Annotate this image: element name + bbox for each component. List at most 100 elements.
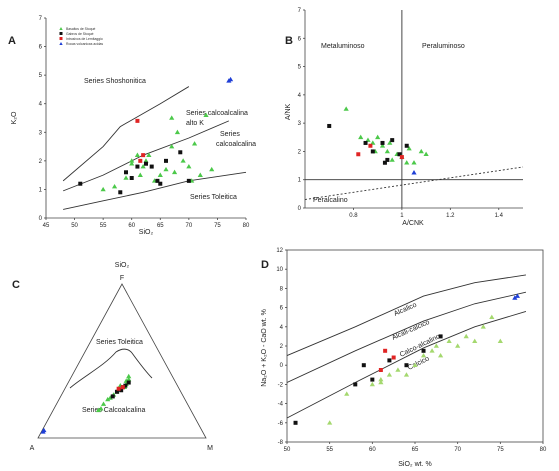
data-point — [135, 164, 140, 169]
x-tick-label: 80 — [243, 223, 250, 229]
data-point — [353, 382, 358, 387]
data-point — [203, 112, 209, 117]
region-label-calcoalcalina-1: Series — [220, 131, 240, 138]
ternary-triangle — [37, 283, 207, 439]
data-point — [227, 76, 234, 82]
data-point — [380, 140, 385, 145]
data-point — [141, 153, 146, 158]
chart-b-axes — [304, 10, 523, 209]
region-label-toleitica-c: Series Toleitica — [96, 339, 143, 346]
x-axis-label-b: A/CNK — [402, 220, 424, 227]
data-point — [118, 190, 123, 195]
data-point — [129, 161, 135, 166]
x-tick-label: 65 — [157, 223, 164, 229]
data-point — [129, 158, 135, 163]
data-point — [100, 401, 107, 406]
boundary-curve — [286, 291, 527, 383]
data-point — [420, 353, 427, 358]
y-tick-label: 0 — [298, 206, 302, 212]
data-point — [105, 396, 111, 402]
y-tick-label: 6 — [298, 36, 302, 42]
data-point — [404, 363, 409, 368]
y-tick-label: 4 — [298, 93, 302, 99]
data-point — [480, 324, 486, 329]
y-tick-label: 7 — [298, 8, 302, 14]
y-axis-label-a: K₂O — [11, 111, 18, 124]
x-tick-label: 65 — [412, 447, 419, 453]
x-axis-label-d: SiO₂ wt. % — [398, 461, 431, 468]
data-point — [378, 368, 383, 372]
data-point — [379, 143, 386, 148]
y-tick-label: 10 — [276, 267, 283, 273]
data-point — [385, 157, 390, 162]
data-point — [78, 181, 83, 186]
data-point — [126, 373, 132, 379]
vertex-label-f: F — [120, 275, 124, 282]
chart-panel-c: C SiO₂ F A M Series Toleitica Series Cal… — [12, 262, 213, 452]
y-tick-label: 6 — [280, 306, 284, 312]
region-label-calcico: Calcico — [407, 355, 431, 371]
x-tick-label: 45 — [43, 223, 50, 229]
data-point — [429, 348, 435, 353]
data-point — [390, 138, 395, 143]
data-point — [197, 172, 203, 177]
data-point — [144, 161, 148, 166]
data-point — [343, 106, 349, 111]
data-point — [389, 157, 395, 162]
boundary-line — [63, 171, 247, 210]
data-point — [110, 394, 115, 399]
x-tick-label: 70 — [454, 447, 461, 453]
chart-panel-d: D 50 55 60 65 70 75 80 -8 -6 -4 -2 0 2 4 6 8 10 12 Alcali… — [261, 248, 547, 468]
data-point — [209, 166, 215, 172]
chart-d-boundaries — [286, 274, 527, 419]
x-tick-label: 1.2 — [446, 213, 455, 219]
data-point — [397, 152, 402, 157]
data-point — [149, 164, 154, 169]
data-point — [387, 358, 392, 363]
data-point — [423, 151, 429, 157]
data-point — [116, 386, 121, 391]
data-point — [146, 152, 152, 157]
data-point — [157, 172, 163, 177]
data-point — [138, 158, 143, 163]
vertex-label-sio2: SiO₂ — [115, 262, 130, 269]
x-tick-label: 0.8 — [349, 213, 358, 219]
data-point — [169, 143, 175, 149]
data-point — [404, 143, 409, 148]
data-point — [41, 427, 47, 433]
data-point — [129, 176, 134, 180]
data-point — [438, 334, 443, 339]
y-tick-label: 2 — [39, 159, 43, 165]
data-point — [403, 372, 410, 377]
region-label-metaluminoso: Metaluminoso — [321, 43, 365, 50]
data-point — [497, 338, 503, 343]
y-tick-label: 5 — [298, 65, 302, 71]
data-point — [356, 152, 361, 157]
data-point — [421, 348, 426, 353]
y-tick-label: -8 — [278, 440, 284, 446]
region-label-peralcalino: Peralcalino — [313, 197, 348, 204]
y-tick-label: 1 — [298, 178, 302, 184]
data-point — [186, 163, 192, 169]
data-point — [399, 155, 404, 160]
x-tick-label: 1 — [400, 213, 404, 219]
y-tick-label: 4 — [280, 325, 284, 331]
data-point — [378, 379, 384, 385]
data-point — [433, 343, 439, 348]
x-tick-label: 55 — [100, 223, 107, 229]
data-point — [163, 166, 169, 172]
data-point — [119, 388, 124, 393]
data-point — [370, 377, 375, 382]
data-point — [111, 183, 118, 189]
y-tick-label: 5 — [39, 73, 43, 79]
boundary-line — [62, 120, 230, 192]
panel-label-a: A — [8, 35, 16, 47]
chart-a-axes — [45, 18, 246, 219]
x-tick-label: 50 — [71, 223, 78, 229]
y-tick-label: -6 — [278, 421, 284, 427]
panel-label-c: C — [12, 279, 20, 291]
y-tick-label: 0 — [280, 363, 284, 369]
data-point — [368, 143, 373, 148]
x-tick-label: 75 — [497, 447, 504, 453]
data-point — [134, 152, 141, 157]
